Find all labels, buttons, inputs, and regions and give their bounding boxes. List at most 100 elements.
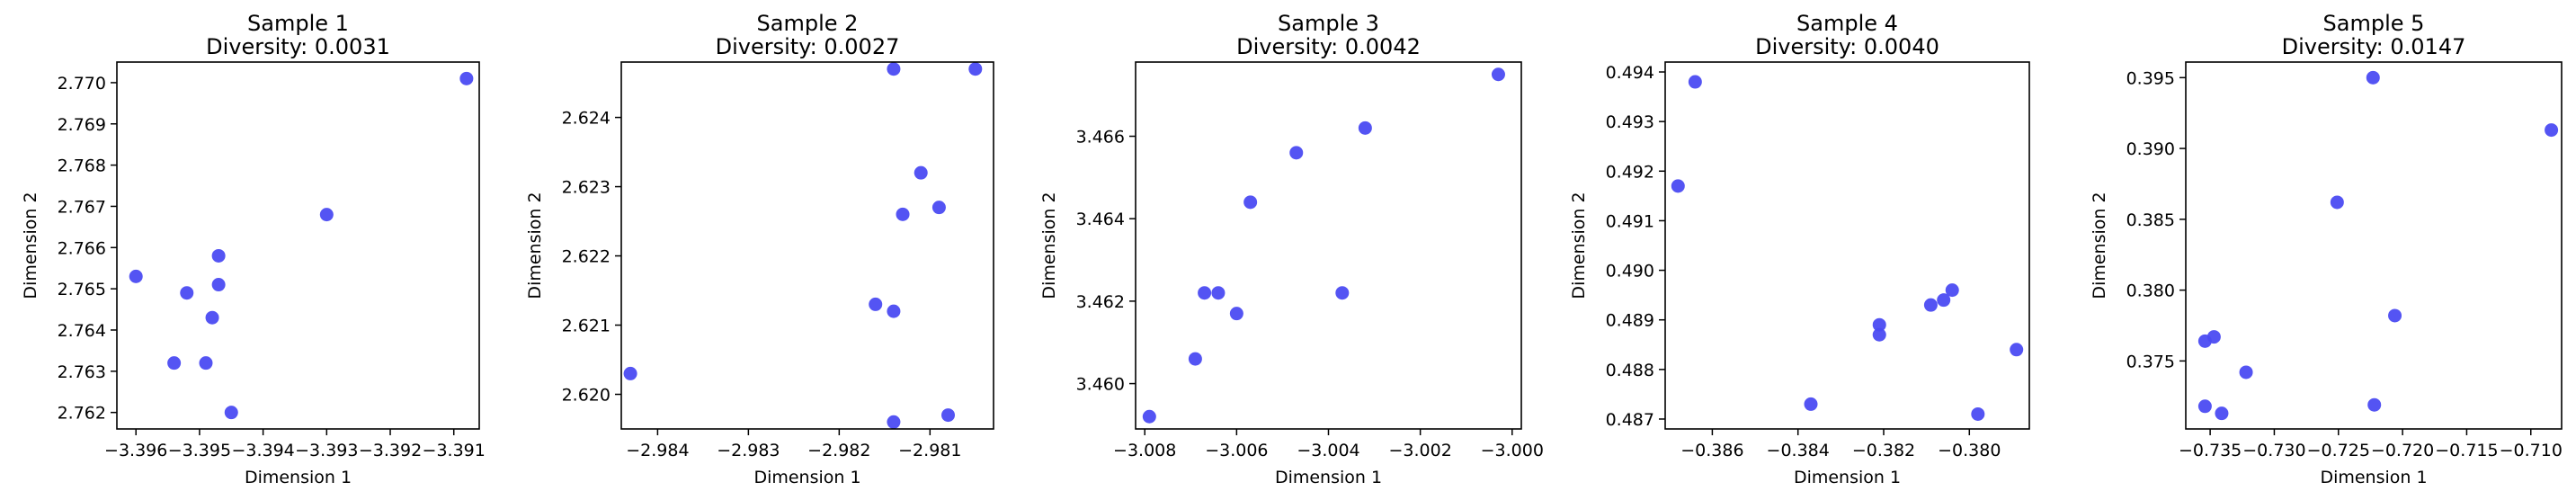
chart-2-xtick-label: −2.983 xyxy=(717,441,780,460)
chart-5-point xyxy=(2330,195,2344,210)
chart-1-ytick-label: 2.768 xyxy=(58,156,106,176)
chart-5-frame xyxy=(2185,61,2563,430)
chart-4-ytick-label: 0.489 xyxy=(1606,311,1654,331)
chart-2-ylabel: Dimension 2 xyxy=(525,192,545,299)
chart-3-point xyxy=(1211,286,1226,300)
chart-3-point xyxy=(1491,67,1505,82)
chart-1-ytick-label: 2.766 xyxy=(58,238,106,258)
chart-1-point xyxy=(180,286,194,300)
chart-3-point xyxy=(1142,409,1156,424)
chart-3-point xyxy=(1335,286,1350,300)
chart-3-point xyxy=(1198,286,1212,300)
chart-2-point xyxy=(914,165,928,180)
chart-5-ytick-label: 0.375 xyxy=(2126,352,2175,371)
chart-2-xtick-label: −2.984 xyxy=(626,441,689,460)
chart-3-point xyxy=(1358,121,1372,135)
chart-5-subtitle: Diversity: 0.0147 xyxy=(2282,34,2466,59)
chart-1-ytick-label: 2.763 xyxy=(58,362,106,382)
chart-4-title: Sample 4 xyxy=(1796,11,1898,36)
chart-2-point xyxy=(941,408,956,423)
chart-2-point xyxy=(869,297,883,311)
chart-5-ytick-label: 0.380 xyxy=(2126,281,2175,301)
chart-2-point xyxy=(887,415,901,429)
chart-4-point xyxy=(1688,75,1702,89)
chart-2-point xyxy=(896,207,910,221)
chart-5-xtick-label: −0.735 xyxy=(2179,441,2242,460)
chart-1-xtick-label: −3.395 xyxy=(168,441,231,460)
chart-2-point xyxy=(887,304,901,318)
chart-4-point xyxy=(1804,397,1818,411)
chart-1-title: Sample 1 xyxy=(247,11,349,36)
chart-4-point xyxy=(1872,327,1886,342)
chart-5-point xyxy=(2366,70,2380,85)
chart-1-ylabel: Dimension 2 xyxy=(21,192,40,299)
chart-1-ytick-label: 2.770 xyxy=(58,74,106,94)
chart-1-ytick-label: 2.762 xyxy=(58,404,106,424)
chart-4-point xyxy=(1971,406,1985,421)
chart-1-xtick-label: −3.394 xyxy=(231,441,294,460)
chart-4-point xyxy=(1872,317,1886,332)
chart-5-point xyxy=(2215,406,2229,421)
chart-5-xtick-label: −0.720 xyxy=(2371,441,2434,460)
chart-5-xtick-label: −0.730 xyxy=(2242,441,2305,460)
chart-1-ytick-label: 2.767 xyxy=(58,197,106,217)
chart-2-frame xyxy=(620,61,994,430)
chart-4-frame xyxy=(1664,61,2030,430)
chart-2-ytick-label: 2.622 xyxy=(562,247,611,267)
chart-2-point xyxy=(623,366,637,380)
chart-4-ytick-label: 0.490 xyxy=(1606,262,1654,281)
chart-3-frame xyxy=(1135,61,1522,430)
chart-1-xtick-label: −3.392 xyxy=(359,441,422,460)
chart-3-point xyxy=(1188,352,1202,366)
chart-4-ylabel: Dimension 2 xyxy=(1569,192,1589,299)
chart-5-ytick-label: 0.395 xyxy=(2126,68,2175,88)
chart-4-xtick-label: −0.386 xyxy=(1680,441,1743,460)
chart-1-point xyxy=(319,208,334,222)
chart-2-subtitle: Diversity: 0.0027 xyxy=(716,34,900,59)
chart-2-ytick-label: 2.621 xyxy=(562,317,611,336)
chart-4-xtick-label: −0.380 xyxy=(1938,441,2001,460)
chart-4-point xyxy=(1945,283,1959,298)
chart-1-point xyxy=(167,356,182,371)
chart-4-ytick-label: 0.494 xyxy=(1606,63,1654,83)
chart-3-xlabel: Dimension 1 xyxy=(1275,468,1382,487)
chart-1-point xyxy=(211,278,226,292)
chart-4-ytick-label: 0.493 xyxy=(1606,112,1654,132)
chart-1-point xyxy=(129,269,143,283)
chart-1-ytick-label: 2.765 xyxy=(58,280,106,299)
chart-3-xtick-label: −3.002 xyxy=(1388,441,1451,460)
chart-3-point xyxy=(1243,195,1258,210)
chart-2-point xyxy=(968,62,983,76)
chart-1-subtitle: Diversity: 0.0031 xyxy=(206,34,390,59)
chart-5-point xyxy=(2388,308,2402,323)
chart-3-xtick-label: −3.006 xyxy=(1205,441,1268,460)
chart-4-point xyxy=(1671,179,1685,193)
chart-3-point xyxy=(1289,146,1304,160)
chart-1-point xyxy=(459,71,474,85)
chart-5-point xyxy=(2239,365,2253,379)
chart-2-xlabel: Dimension 1 xyxy=(753,468,860,487)
chart-3-subtitle: Diversity: 0.0042 xyxy=(1236,34,1421,59)
chart-2-ytick-label: 2.624 xyxy=(562,109,611,129)
chart-2-ytick-label: 2.620 xyxy=(562,386,611,406)
chart-5-xtick-label: −0.710 xyxy=(2500,441,2563,460)
chart-1-point xyxy=(199,356,213,371)
chart-2-xtick-label: −2.982 xyxy=(807,441,870,460)
chart-5-point xyxy=(2367,397,2382,412)
chart-1-xtick-label: −3.393 xyxy=(295,441,358,460)
chart-4-ytick-label: 0.487 xyxy=(1606,410,1654,430)
chart-4-point xyxy=(1937,293,1951,308)
chart-4-xtick-label: −0.384 xyxy=(1767,441,1830,460)
chart-3-xtick-label: −3.008 xyxy=(1113,441,1176,460)
chart-4-point xyxy=(1923,298,1938,312)
chart-5-ylabel: Dimension 2 xyxy=(2090,192,2109,299)
chart-4-point xyxy=(2010,343,2024,357)
chart-1-xlabel: Dimension 1 xyxy=(245,468,352,487)
chart-4-subtitle: Diversity: 0.0040 xyxy=(1755,34,1939,59)
chart-3-xtick-label: −3.000 xyxy=(1481,441,1544,460)
chart-5-title: Sample 5 xyxy=(2323,11,2425,36)
chart-2-ytick-label: 2.623 xyxy=(562,178,611,198)
chart-5-xtick-label: −0.715 xyxy=(2435,441,2498,460)
